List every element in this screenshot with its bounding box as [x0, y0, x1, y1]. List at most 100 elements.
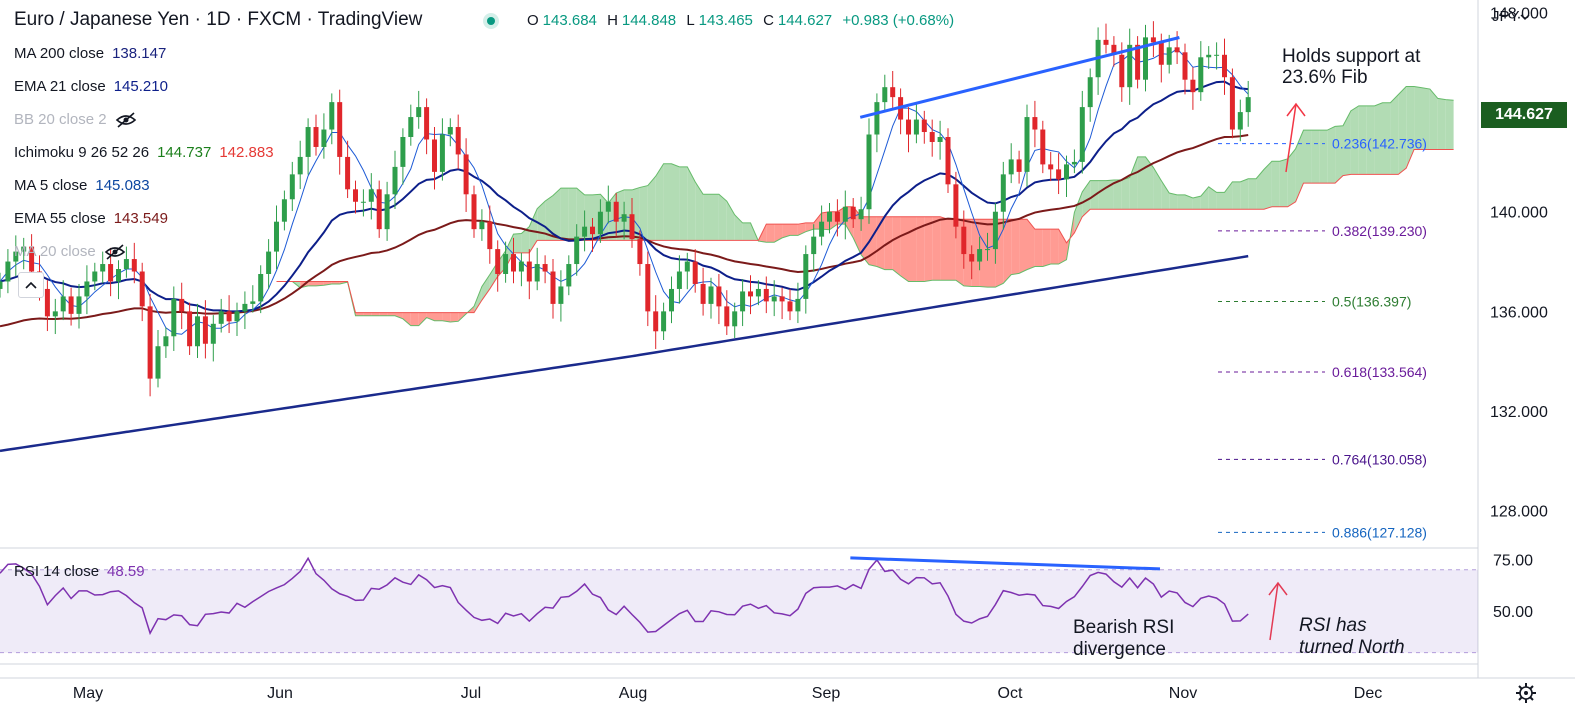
candle: [985, 249, 990, 251]
time-axis-label-4: Sep: [812, 685, 841, 702]
candle: [558, 286, 564, 304]
ichimoku-span-b: [276, 148, 1454, 314]
currency-selector[interactable]: JPY: [1492, 8, 1530, 25]
fib-label-0: 0.236(142.736): [1332, 136, 1427, 152]
candle: [360, 201, 366, 203]
candle: [882, 87, 888, 103]
candle: [116, 269, 121, 282]
annotation-divergence-1: Bearish RSI: [1073, 617, 1175, 638]
legend-ema21[interactable]: EMA 21 close 145.210: [14, 78, 168, 95]
hidden-eye-icon[interactable]: [104, 244, 126, 260]
candle: [629, 214, 635, 240]
rsi-axis-label-1: 50.00: [1493, 604, 1533, 621]
candle: [716, 286, 722, 307]
candle: [424, 107, 430, 140]
candle: [5, 261, 11, 282]
candle: [866, 134, 872, 210]
collapse-legend-button[interactable]: [18, 272, 44, 298]
candle: [147, 306, 153, 379]
candle: [992, 211, 998, 250]
candle: [684, 261, 690, 272]
chart-title: Euro / Japanese Yen · 1D · FXCM · Tradin…: [14, 9, 423, 30]
candle: [408, 117, 414, 137]
price-axis-label-2: 140.000: [1490, 205, 1548, 222]
candle: [432, 139, 437, 172]
candle: [1056, 169, 1062, 180]
candle: [748, 291, 753, 297]
candle: [21, 246, 27, 252]
candle: [582, 226, 588, 237]
candle: [534, 264, 540, 282]
candle: [669, 288, 674, 312]
candle: [226, 311, 232, 322]
candle: [92, 271, 98, 282]
candle: [1237, 112, 1243, 130]
candle: [210, 323, 216, 344]
candle: [131, 259, 137, 272]
candle: [353, 189, 358, 202]
candle: [447, 127, 453, 135]
candle: [163, 336, 169, 347]
legend-ma200[interactable]: MA 200 close 138.147: [14, 45, 167, 62]
candle: [60, 296, 66, 312]
gear-icon[interactable]: [1514, 681, 1538, 705]
ohlc-open: 143.684: [542, 12, 597, 29]
candle: [266, 251, 272, 274]
candle: [1071, 161, 1077, 165]
candle: [661, 311, 667, 332]
candle: [811, 236, 817, 255]
time-axis-label-2: Jul: [461, 685, 481, 702]
candle: [68, 296, 74, 314]
candle: [503, 254, 509, 274]
candle: [258, 274, 264, 302]
legend-ma5[interactable]: MA 5 close 145.083: [14, 177, 150, 194]
candle: [977, 249, 983, 262]
legend-ma20[interactable]: MA 20 close: [14, 243, 126, 261]
hidden-eye-icon[interactable]: [115, 112, 137, 128]
fib-label-3: 0.618(133.564): [1332, 364, 1427, 380]
candle: [653, 311, 659, 332]
candle: [874, 102, 880, 135]
candle: [511, 254, 516, 272]
candle: [1000, 174, 1006, 212]
candle: [961, 226, 967, 255]
candles: [0, 21, 1251, 397]
candle: [218, 311, 224, 324]
candle: [1016, 159, 1022, 172]
rsi-arrow: [1269, 582, 1279, 641]
annotation-support-2: 23.6% Fib: [1282, 67, 1368, 88]
time-axis-label-0: May: [73, 685, 103, 702]
candle: [439, 134, 445, 172]
candle: [708, 286, 714, 304]
candle: [763, 288, 769, 302]
legend-ichimoku[interactable]: Ichimoku 9 26 52 26 144.737 142.883: [14, 144, 274, 161]
candle: [605, 201, 611, 212]
candle: [13, 251, 19, 262]
candle: [1135, 44, 1141, 80]
candle: [108, 264, 114, 282]
candle: [487, 221, 493, 250]
candle: [834, 211, 840, 222]
candle: [676, 271, 682, 289]
candle: [368, 189, 374, 202]
candle: [400, 137, 406, 167]
candle: [913, 119, 919, 135]
legend-rsi[interactable]: RSI 14 close 48.59: [14, 563, 145, 580]
candle: [890, 87, 896, 98]
candle: [1158, 42, 1164, 65]
legend-ema55[interactable]: EMA 55 close 143.549: [14, 210, 168, 227]
legend-bb20[interactable]: BB 20 close 2: [14, 111, 137, 129]
candle: [779, 296, 785, 302]
time-axis-label-3: Aug: [619, 685, 647, 702]
candle: [1206, 54, 1212, 58]
candle: [289, 174, 295, 200]
candle: [139, 271, 145, 307]
candle: [1166, 47, 1172, 65]
candle: [1087, 77, 1093, 108]
candle: [1182, 52, 1188, 80]
candle: [842, 206, 848, 222]
candle: [937, 137, 943, 142]
candle: [637, 239, 643, 265]
time-axis-label-6: Nov: [1169, 685, 1197, 702]
